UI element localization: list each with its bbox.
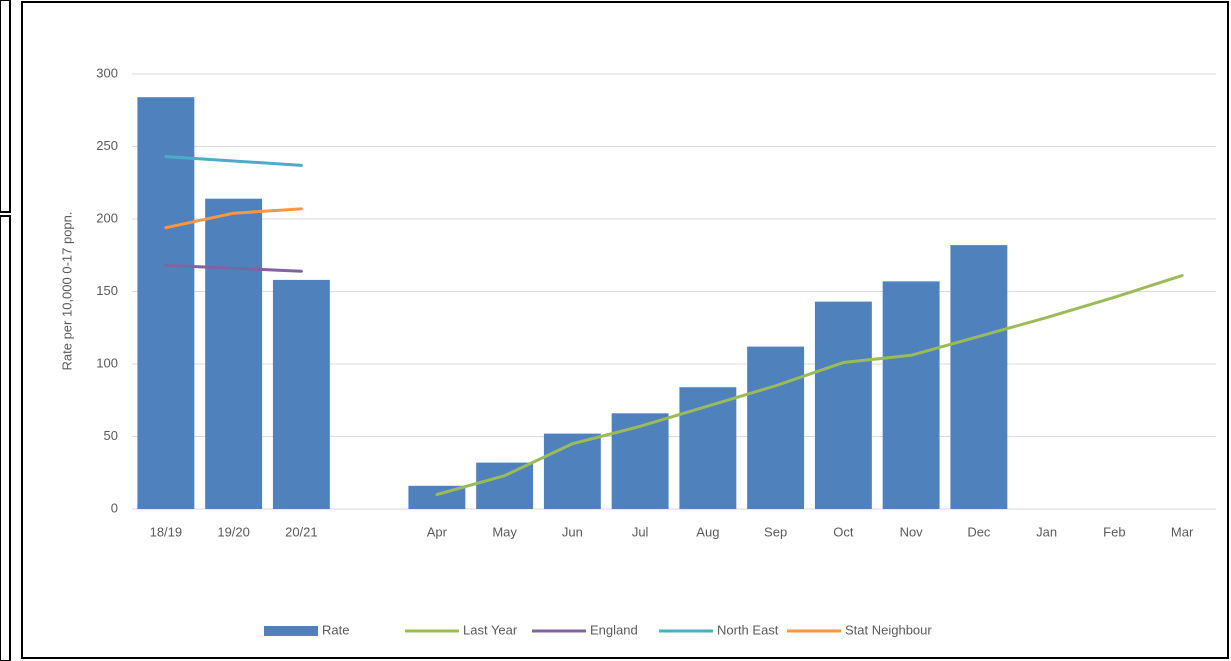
x-tick-label: Jul [632, 524, 649, 539]
y-tick-label: 150 [96, 283, 118, 298]
bar [543, 433, 601, 509]
y-tick-label: 0 [111, 500, 118, 515]
x-tick-label: Aug [696, 524, 719, 539]
side-strip [0, 215, 11, 661]
bar [882, 281, 940, 509]
line [164, 155, 303, 167]
bar [272, 279, 330, 509]
bar [747, 346, 805, 509]
x-tick-label: 20/21 [285, 524, 318, 539]
y-tick-label: 300 [96, 65, 118, 80]
line [164, 207, 303, 230]
side-strip [0, 0, 11, 213]
y-tick-label: 250 [96, 138, 118, 153]
bar [814, 301, 872, 509]
x-tick-label: Mar [1171, 524, 1194, 539]
x-tick-label: Jan [1036, 524, 1057, 539]
x-tick-label: Oct [833, 524, 854, 539]
legend-label: Rate [322, 622, 349, 637]
x-tick-label: 19/20 [217, 524, 250, 539]
x-tick-label: 18/19 [150, 524, 183, 539]
x-tick-label: Feb [1103, 524, 1125, 539]
legend-label: Last Year [463, 622, 518, 637]
bar [476, 462, 534, 509]
x-tick-label: May [492, 524, 517, 539]
y-tick-label: 50 [104, 428, 118, 443]
bar [137, 97, 195, 509]
line [164, 263, 303, 273]
x-tick-label: Apr [427, 524, 448, 539]
legend-swatch [264, 626, 318, 636]
legend-label: Stat Neighbour [845, 622, 932, 637]
x-tick-label: Jun [562, 524, 583, 539]
x-tick-label: Sep [764, 524, 787, 539]
bar [205, 198, 263, 509]
y-tick-label: 100 [96, 355, 118, 370]
x-tick-label: Dec [967, 524, 991, 539]
y-axis-label: Rate per 10,000 0-17 popn. [59, 211, 74, 370]
bar [611, 413, 669, 509]
y-tick-label: 200 [96, 210, 118, 225]
legend-label: North East [717, 622, 779, 637]
legend-label: England [590, 622, 638, 637]
line [435, 274, 1184, 496]
chart-frame [21, 1, 1229, 659]
x-tick-label: Nov [900, 524, 924, 539]
bar [950, 245, 1008, 509]
